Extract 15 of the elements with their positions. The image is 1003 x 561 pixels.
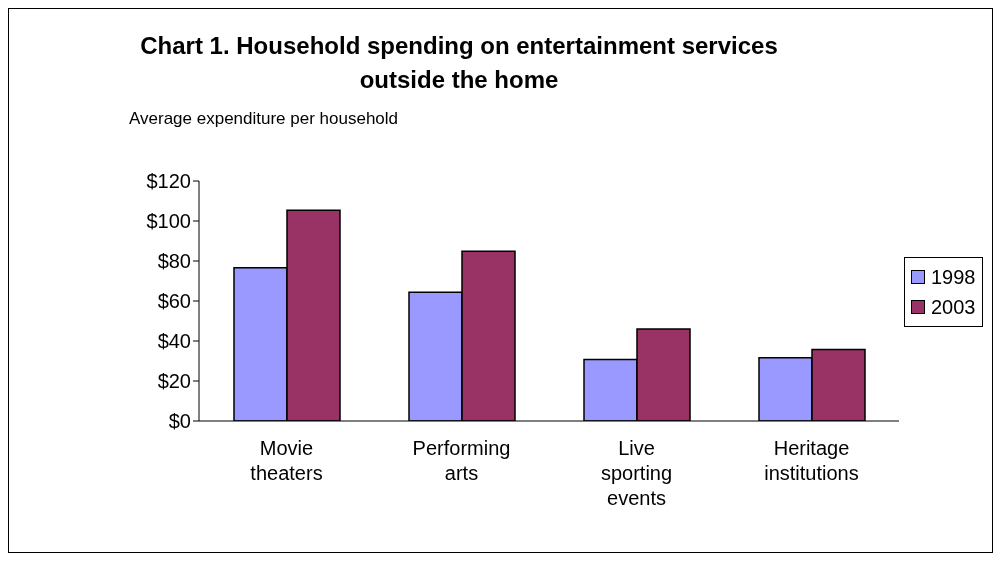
legend-label: 1998 bbox=[931, 265, 976, 290]
y-tick-label: $20 bbox=[157, 370, 191, 393]
y-tick-label: $80 bbox=[157, 250, 191, 273]
legend-label: 2003 bbox=[931, 295, 976, 320]
x-tick-label: Performing arts bbox=[412, 437, 511, 484]
y-tick-label: $60 bbox=[157, 290, 191, 313]
x-tick-label: Heritage institutions bbox=[764, 437, 859, 484]
x-tick-label: Live sporting events bbox=[600, 437, 673, 509]
y-axis-title: Average expenditure per household bbox=[129, 109, 399, 129]
y-tick-label: $0 bbox=[168, 410, 191, 433]
y-tick-label: $100 bbox=[146, 210, 191, 233]
y-tick-label: $120 bbox=[146, 170, 191, 193]
chart-title: Chart 1. Household spending on entertainment services outside the home bbox=[139, 31, 779, 95]
x-tick-label: Movie theaters bbox=[250, 437, 323, 484]
y-tick-label: $40 bbox=[157, 330, 191, 353]
